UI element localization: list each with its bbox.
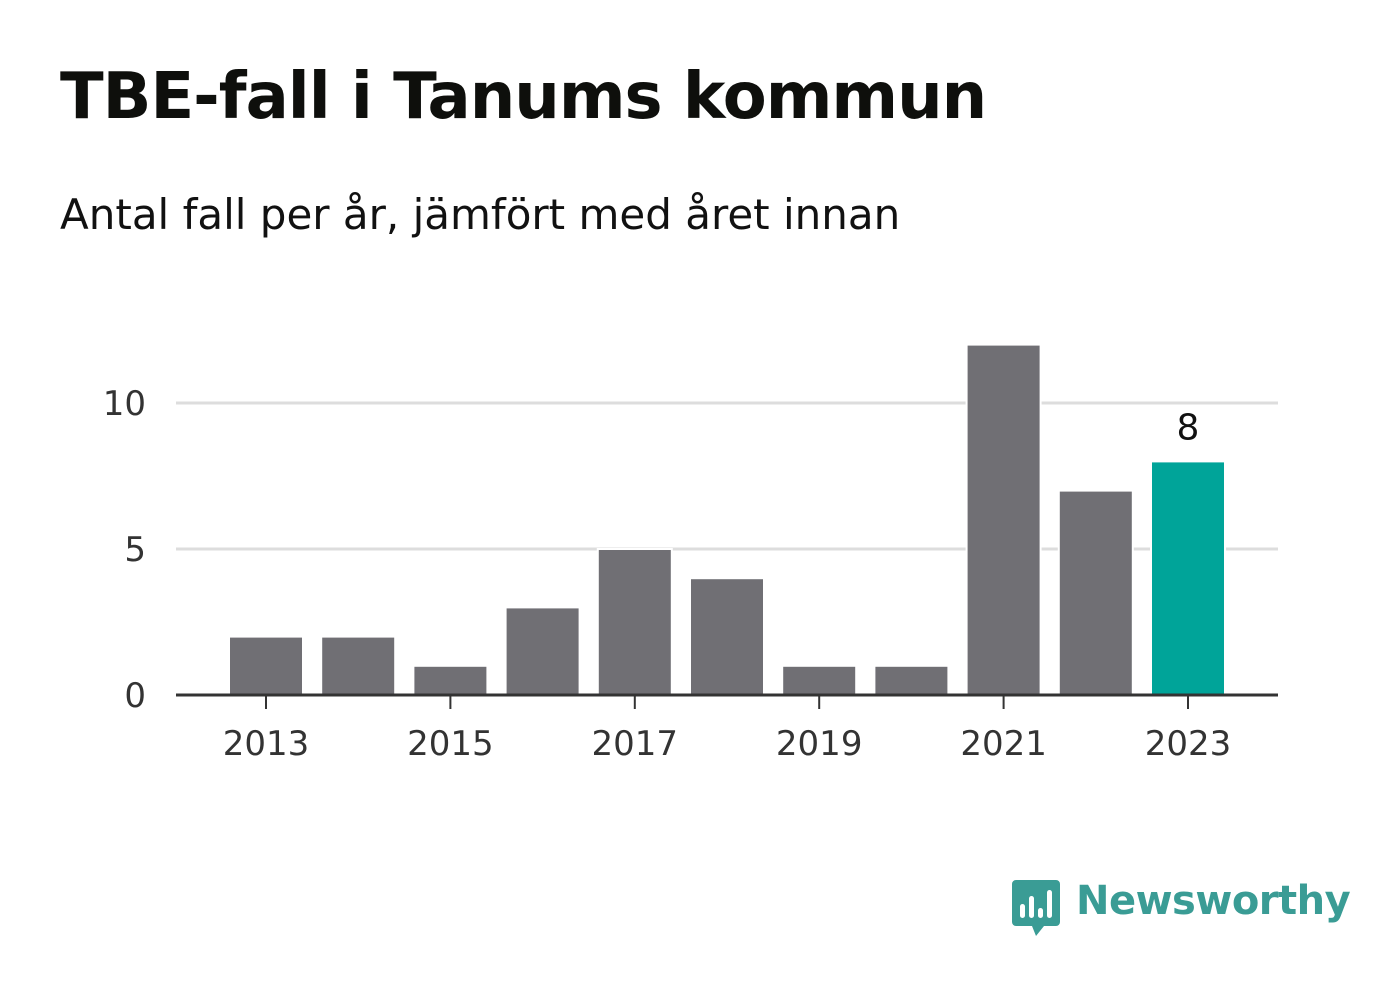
bar-2013 — [228, 635, 304, 696]
bar-2019 — [781, 664, 858, 696]
x-tick-label: 2021 — [960, 724, 1047, 764]
chart-title: TBE-fall i Tanums kommun — [60, 60, 987, 134]
y-axis: 0 5 10 — [103, 384, 146, 716]
bar-2017 — [596, 548, 673, 696]
bar-2016 — [504, 606, 581, 697]
chart-subtitle: Antal fall per år, jämfört med året inna… — [60, 190, 901, 239]
bar-2021 — [965, 343, 1042, 696]
y-tick-label: 5 — [124, 530, 146, 570]
x-tick-label: 2023 — [1145, 724, 1232, 764]
x-tick-label: 2017 — [592, 724, 679, 764]
bar-2018 — [689, 577, 765, 697]
x-tick-label: 2015 — [407, 724, 494, 764]
x-axis: 2013 2015 2017 2019 2021 2023 — [176, 693, 1278, 764]
data-label-2023: 8 — [1177, 407, 1200, 448]
y-tick-label: 0 — [124, 676, 146, 716]
data-labels: 8 — [1177, 407, 1200, 448]
bar-2014 — [320, 635, 397, 696]
bars — [228, 343, 1226, 697]
newsworthy-logo: Newsworthy — [1010, 876, 1351, 942]
bar-2020 — [873, 664, 950, 696]
bar-2022 — [1057, 489, 1134, 696]
newsworthy-logo-icon — [1012, 880, 1060, 936]
x-tick-label: 2013 — [223, 724, 310, 764]
y-tick-label: 10 — [103, 384, 146, 424]
x-tick-label: 2019 — [776, 724, 863, 764]
bar-2015 — [412, 664, 489, 696]
newsworthy-wordmark: Newsworthy — [1076, 878, 1351, 924]
bar-2023 — [1150, 460, 1226, 696]
